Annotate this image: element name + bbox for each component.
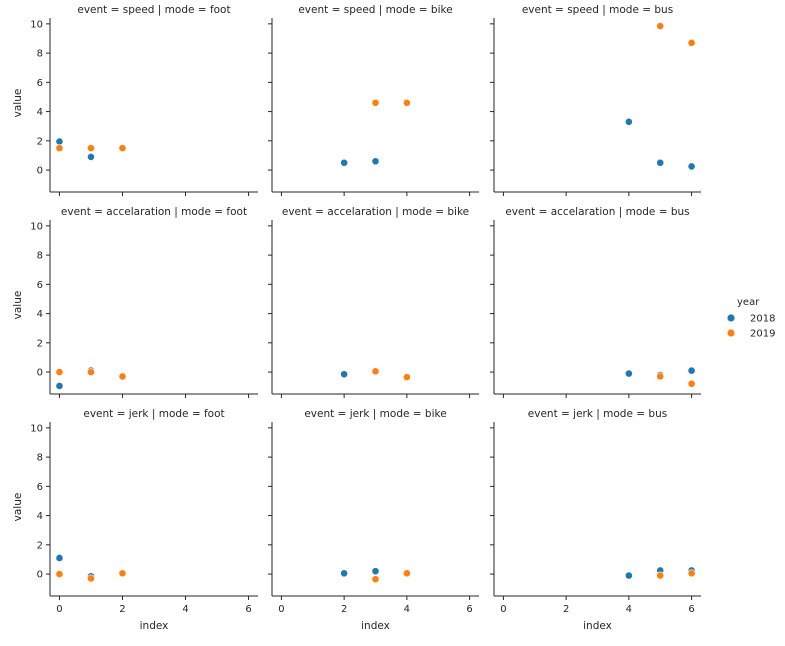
y-tick-label: 10 [30,221,43,232]
data-point-2019 [402,373,411,382]
data-point-2019 [87,144,95,153]
data-point-2019 [402,98,411,107]
x-tick-label: 2 [119,604,125,615]
x-axis-label: index [140,620,169,632]
y-tick-label: 8 [37,453,43,464]
legend: year 2018 2019 [727,297,775,340]
y-tick-label: 4 [37,309,43,320]
panel-title: event = speed | mode = foot [77,4,230,16]
panel-title: event = speed | mode = bike [298,4,452,16]
y-tick-label: 4 [37,107,43,118]
x-tick-label: 0 [500,604,506,615]
facet-panel-jerk-foot: event = jerk | mode = foot 0 2 4 6 8 10 0 2 4 6 val… [12,408,258,632]
facet-panel-speed-bike: event = speed | mode = bike [268,4,479,196]
data-point-2018 [624,117,633,126]
facet-panels: event = speed | mode = foot0246810valuee… [12,4,701,632]
y-tick-label: 8 [37,251,43,262]
data-point-2019 [118,569,127,578]
y-axis-label: value [12,493,24,522]
x-tick-label: 6 [688,604,694,615]
x-tick-label: 2 [341,604,347,615]
facet-panel-speed-bus: event = speed | mode = bus [490,4,701,196]
data-point-2019 [87,574,95,583]
x-tick-label: 2 [563,604,569,615]
data-point-2019 [55,570,64,578]
panel-title: event = jerk | mode = bus [528,408,667,420]
data-point-2019 [656,372,665,381]
data-point-2019 [371,575,380,584]
data-point-2018 [624,571,633,580]
data-point-2019 [118,372,127,381]
y-tick-label: 2 [37,540,43,551]
data-point-2018 [55,137,64,146]
facet-panel-jerk-bus: event = jerk | mode = bus 0 2 4 6 index [490,408,701,632]
data-point-2018 [624,369,633,378]
y-tick-label: 6 [37,280,43,291]
panel-title: event = speed | mode = bus [522,4,673,16]
data-point-2019 [118,144,127,153]
panel-title: event = jerk | mode = foot [83,408,224,420]
x-tick-label: 4 [182,604,188,615]
y-tick-label: 6 [37,78,43,89]
panel-title: event = jerk | mode = bike [304,408,446,420]
data-point-2018 [656,158,665,167]
facet-panel-jerk-bike: event = jerk | mode = bike 0 2 4 6 index [268,408,479,632]
y-axis-label: value [12,291,24,320]
legend-marker-2019 [727,329,735,337]
data-point-2019 [687,38,696,47]
x-axis-label: index [583,620,612,632]
x-tick-label: 0 [278,604,284,615]
x-axis-label: index [361,620,390,632]
data-point-2018 [371,567,380,576]
facet-panel-accelaration-bus: event = accelaration | mode = bus [490,206,701,398]
data-point-2018 [371,157,380,166]
y-tick-label: 10 [30,19,43,30]
x-tick-label: 4 [626,604,632,615]
data-point-2019 [371,98,380,107]
facet-panel-accelaration-bike: event = accelaration | mode = bike [268,206,479,398]
panel-title: event = accelaration | mode = bike [282,206,469,218]
data-point-2018 [687,366,696,375]
y-tick-label: 8 [37,49,43,60]
x-tick-label: 6 [245,604,251,615]
legend-marker-2018 [727,314,735,322]
data-point-2019 [87,368,95,376]
data-point-2018 [687,162,696,171]
facet-panel-speed-foot: event = speed | mode = foot 0 2 4 6 8 10 value [12,4,258,196]
y-tick-label: 2 [37,338,43,349]
data-point-2018 [55,382,64,390]
data-point-2019 [656,22,665,30]
data-point-2019 [687,379,696,388]
legend-title: year [737,297,760,308]
panel-title: event = accelaration | mode = bus [505,206,689,218]
x-tick-label: 4 [404,604,410,615]
data-point-2019 [55,144,64,153]
data-point-2018 [340,370,349,379]
data-point-2019 [402,569,411,578]
y-tick-label: 2 [37,136,43,147]
y-axis-label: value [12,89,24,118]
panel-title: event = accelaration | mode = foot [61,206,247,218]
y-tick-label: 10 [30,423,43,434]
x-tick-label: 0 [56,604,62,615]
facet-panel-accelaration-foot: event = accelaration | mode = foot 0 2 4 6 8 1… [12,206,258,398]
data-point-2019 [687,569,696,578]
x-tick-label: 6 [466,604,472,615]
legend-label: 2019 [750,329,775,340]
y-tick-label: 0 [37,368,43,379]
y-tick-label: 4 [37,511,43,522]
data-point-2019 [371,367,380,376]
data-point-2018 [55,554,64,562]
data-point-2018 [340,158,349,167]
y-tick-label: 6 [37,482,43,493]
data-point-2019 [656,571,665,580]
data-point-2018 [87,153,95,161]
y-tick-label: 0 [37,166,43,177]
data-point-2018 [340,569,349,578]
data-point-2019 [55,368,64,376]
legend-label: 2018 [750,314,775,325]
y-tick-label: 0 [37,570,43,581]
